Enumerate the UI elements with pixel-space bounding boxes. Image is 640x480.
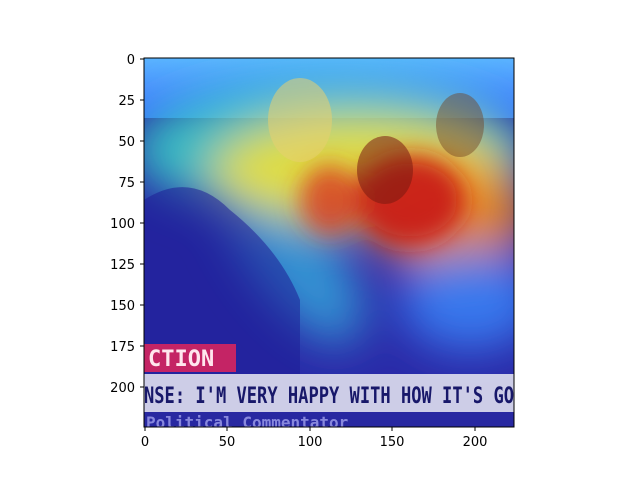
y-tick-label-100: 100: [110, 217, 135, 232]
y-tick-label-200: 200: [110, 381, 135, 396]
ticker-sub: Political Commentator: [146, 413, 348, 432]
face-left-figure: [268, 78, 332, 162]
heatmap-image: CTION NSE: I'M VERY HAPPY WITH HOW IT'S …: [130, 58, 540, 432]
x-tick-label-150: 150: [380, 435, 405, 450]
x-axis: 0 50 100 150 200: [141, 427, 488, 450]
y-tick-label-75: 75: [118, 176, 135, 191]
y-tick-label-150: 150: [110, 299, 135, 314]
x-tick-label-50: 50: [219, 435, 236, 450]
heat-lower-right: [400, 250, 540, 350]
heat-red-left: [300, 165, 360, 235]
face-center-figure: [357, 136, 413, 204]
banner-label: CTION: [148, 347, 214, 372]
x-tick-label-100: 100: [298, 435, 323, 450]
x-tick-label-200: 200: [463, 435, 488, 450]
y-axis: 0 25 50 75 100 125 150 175 200: [110, 53, 144, 396]
y-tick-label-175: 175: [110, 340, 135, 355]
y-tick-label-25: 25: [118, 94, 135, 109]
ticker-headline: NSE: I'M VERY HAPPY WITH HOW IT'S GO: [144, 384, 514, 409]
y-tick-label-125: 125: [110, 258, 135, 273]
face-right-figure: [436, 93, 484, 157]
y-tick-label-0: 0: [127, 53, 135, 68]
x-tick-label-0: 0: [141, 435, 149, 450]
y-tick-label-50: 50: [118, 135, 135, 150]
